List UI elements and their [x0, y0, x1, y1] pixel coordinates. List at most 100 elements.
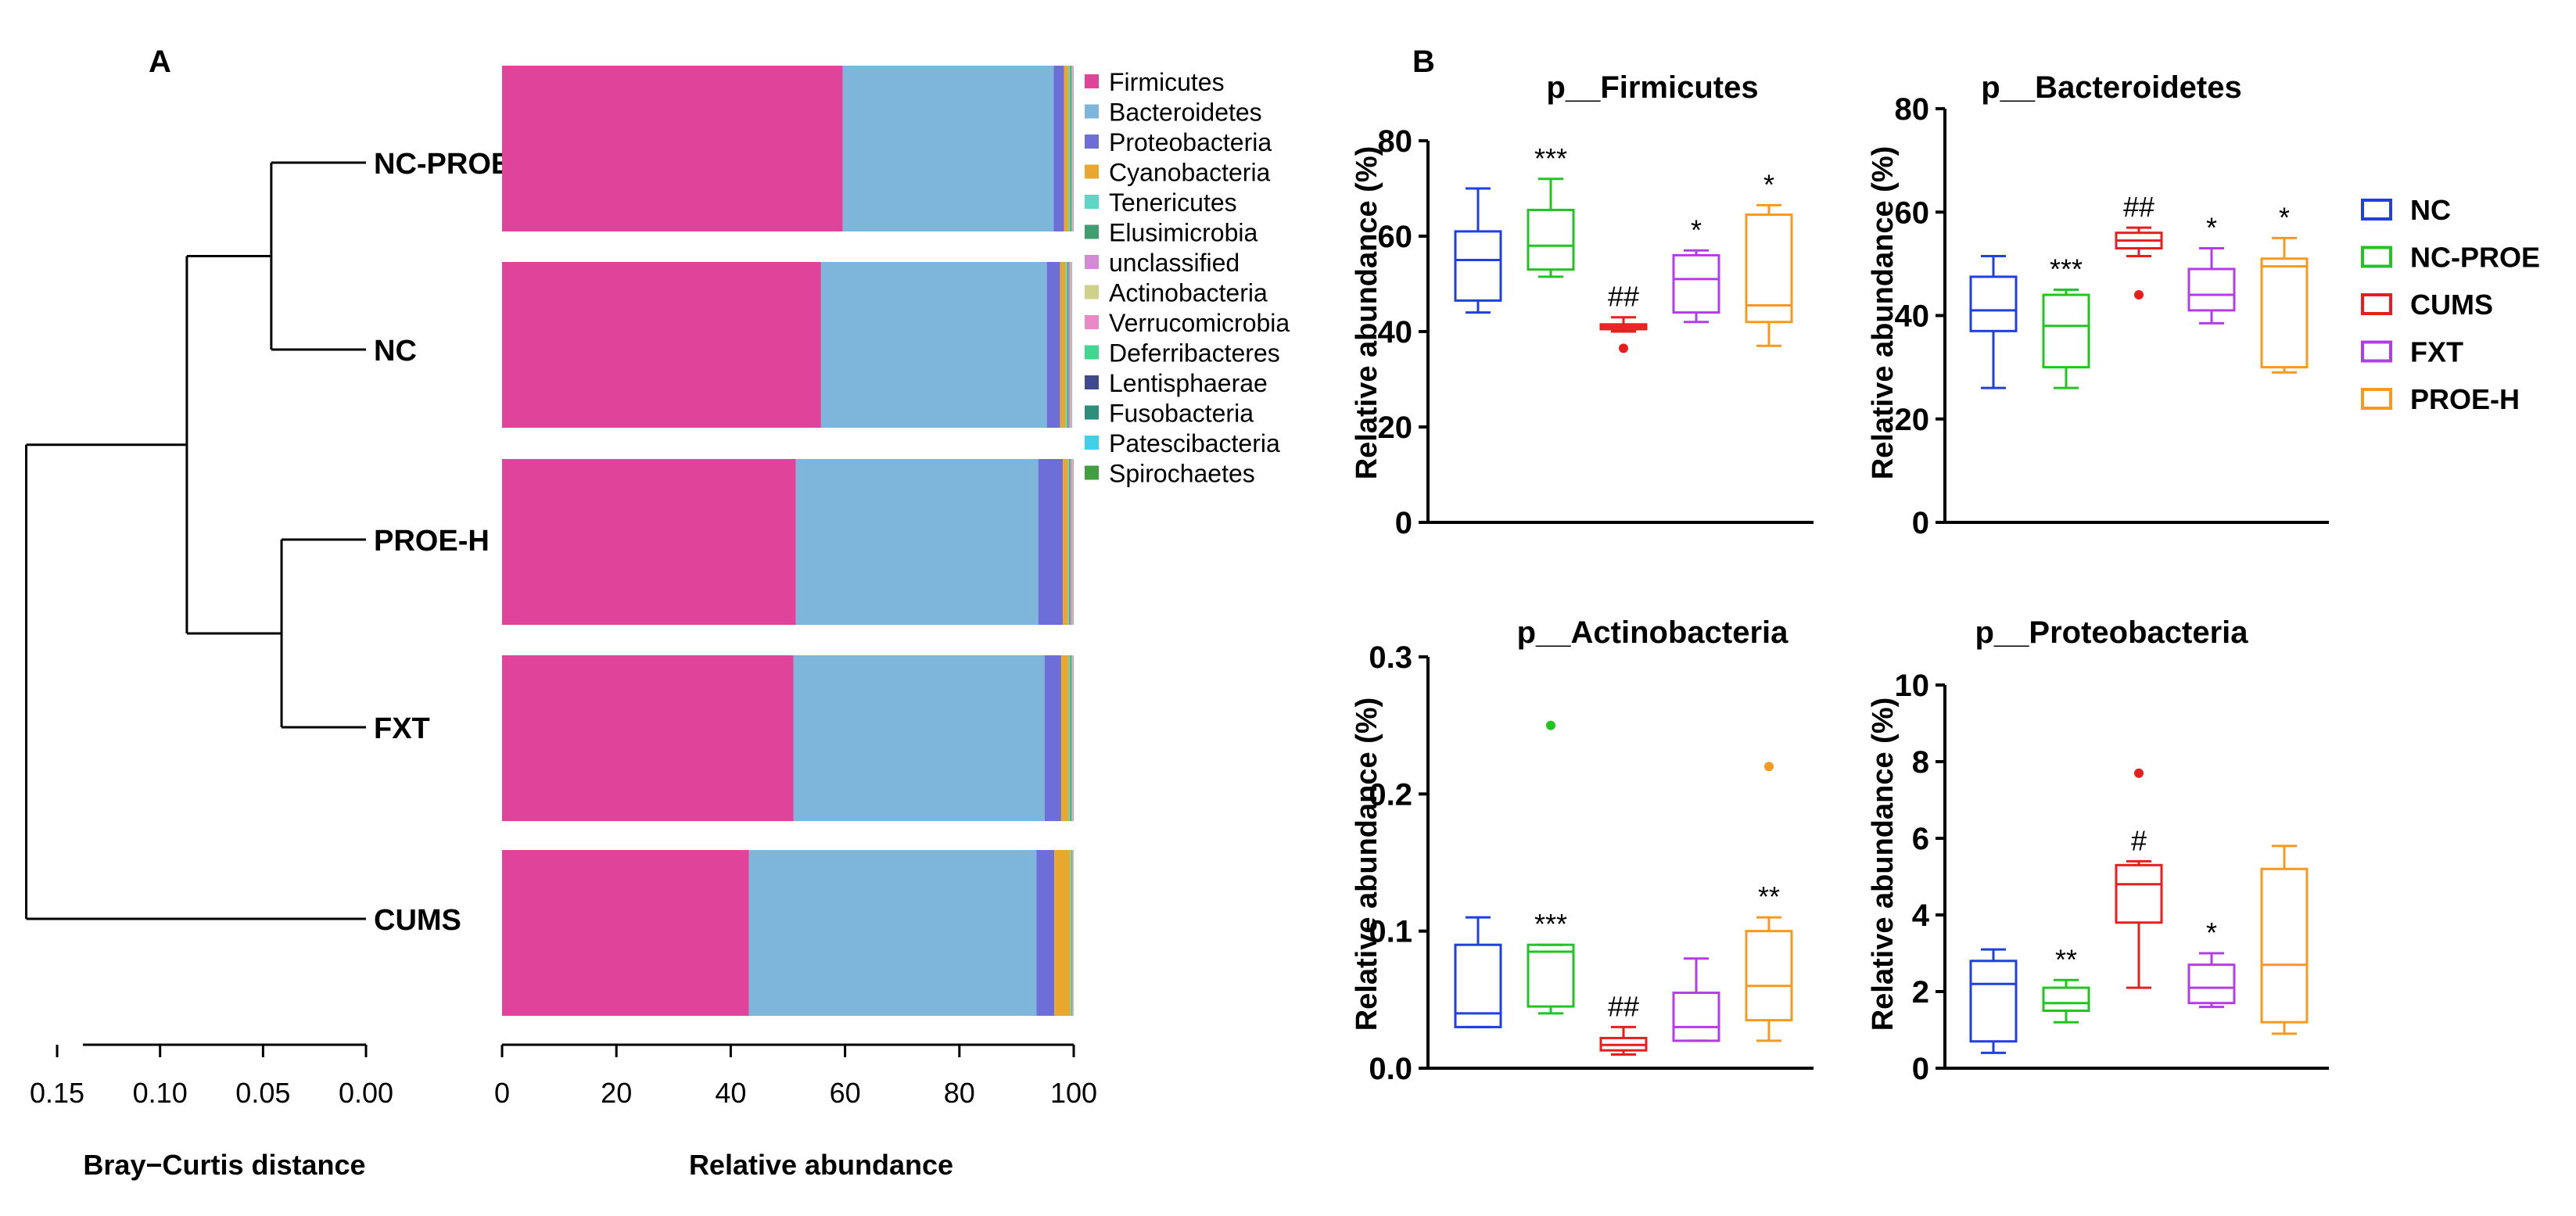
legend-label-lentisphaerae: Lentisphaerae: [1109, 369, 1268, 397]
boxplot-y-tick-label: 0.1: [1369, 915, 1412, 949]
legend-label-firmicutes: Firmicutes: [1109, 68, 1225, 96]
bar-segment-cums-unclassified: [1071, 850, 1073, 1016]
stacked-bar-chart: 0 20 40 60 80 100 Relative abundance: [494, 66, 1097, 1181]
bar-segment-nc-elusimicrobia: [1067, 262, 1069, 428]
legend-swatch-fxt: [2361, 340, 2392, 363]
box-fxt: *: [2187, 212, 2236, 325]
box-fxt: *: [1672, 213, 1720, 324]
legend-swatch-cyanobacteria: [1085, 164, 1099, 179]
legend-label-actinobacteria: Actinobacteria: [1109, 279, 1268, 307]
boxplot-y-tick-label: 60: [1378, 220, 1413, 254]
box-iqr: [1527, 208, 1575, 271]
panel-label-a: A: [149, 45, 171, 79]
bar-segment-proe-h-proteobacteria: [1038, 459, 1064, 625]
boxplot-y-axis-title: Relative abundance (%): [1867, 146, 1900, 480]
box-iqr: [1745, 930, 1793, 1022]
boxplot-y-tick-label: 10: [1895, 669, 1930, 703]
dendrogram-leaf-label: NC: [374, 335, 417, 368]
dendrogram-leaf-label: NC-PROE: [374, 148, 511, 181]
legend-label-verrucomicrobia: Verrucomicrobia: [1109, 309, 1290, 337]
legend-swatch-verrucomicrobia: [1085, 315, 1099, 329]
legend-swatch-lentisphaerae: [1085, 375, 1099, 389]
boxplot-title: p__Firmicutes: [1546, 70, 1758, 105]
box-nc: [1969, 254, 2018, 389]
bar-segment-proe-h-unclassified: [1070, 459, 1072, 625]
dendrogram-leaf-label: PROE-H: [374, 525, 490, 558]
legend-label-spirochaetes: Spirochaetes: [1109, 460, 1255, 488]
box-outlier: [1764, 762, 1774, 772]
bar-segment-nc-bacteroidetes: [820, 262, 1047, 428]
dendrogram-tick-label: 0.15: [30, 1077, 84, 1109]
legend-label-fxt: FXT: [2410, 336, 2463, 368]
bar-segment-nc-proteobacteria: [1046, 262, 1060, 428]
box-cums: ##: [2115, 191, 2163, 300]
box-cums: ##: [1599, 990, 1648, 1056]
legend-swatch-actinobacteria: [1085, 285, 1099, 300]
box-proe-h: *: [2260, 201, 2309, 374]
bar-segment-proe-h-verrucomicrobia: [1072, 459, 1074, 625]
significance-mark: ##: [1608, 281, 1639, 313]
dendrogram-tick-label: 0.00: [339, 1077, 393, 1109]
box-iqr: [2042, 293, 2090, 369]
significance-mark: #: [2131, 824, 2147, 856]
significance-mark: *: [2279, 201, 2290, 233]
dendrogram: NC-PROE NC PROE-H FXT CUMS 0.15 0.10 0.05 0.00 Br…: [25, 148, 511, 1181]
dendrogram-tick-label: 0.05: [235, 1077, 290, 1109]
legend-swatch-nc-proe: [2361, 246, 2392, 268]
bar-segment-nc-firmicutes: [502, 262, 821, 428]
bar-segment-cums-bacteroidetes: [748, 850, 1037, 1016]
bar-segment-nc-cyanobacteria: [1060, 262, 1066, 428]
boxplot-y-tick-label: 0.3: [1369, 640, 1412, 675]
panel-label-b: B: [1412, 45, 1435, 79]
boxplot-y-tick-label: 0.2: [1369, 777, 1412, 812]
bar-segment-proe-h-cyanobacteria: [1063, 459, 1068, 625]
legend-swatch-spirochaetes: [1085, 465, 1099, 480]
legend-label-nc-proe: NC-PROE: [2410, 242, 2540, 274]
box-iqr: [2187, 963, 2236, 1005]
bar-segment-fxt-firmicutes: [502, 655, 794, 821]
legend-label-proe-h: PROE-H: [2410, 383, 2520, 415]
stacked-axis-title: Relative abundance: [689, 1149, 953, 1181]
significance-mark: **: [1758, 881, 1780, 913]
legend-label-fusobacteria: Fusobacteria: [1109, 400, 1254, 428]
significance-mark: ***: [1534, 142, 1567, 174]
stacked-tick-label: 20: [601, 1077, 632, 1109]
box-nc: [1454, 916, 1502, 1028]
legend-label-nc: NC: [2410, 194, 2451, 226]
box-nc-proe: ***: [1527, 720, 1575, 1015]
significance-mark: *: [2206, 916, 2217, 949]
box-proe-h: *: [1745, 168, 1793, 347]
bar-segment-nc-unclassified: [1068, 262, 1071, 428]
bar-segment-nc-proe-verrucomicrobia: [1072, 66, 1074, 231]
box-outlier: [1619, 343, 1628, 353]
box-outlier: [2134, 768, 2144, 778]
boxplot-title: p__Proteobacteria: [1975, 615, 2248, 650]
legend-swatch-unclassified: [1085, 255, 1099, 269]
box-iqr: [1745, 213, 1793, 324]
bar-segment-fxt-tenericutes: [1068, 655, 1071, 821]
boxplot-y-tick-label: 0: [1395, 506, 1412, 540]
bar-segment-cums-actinobacteria: [1072, 850, 1074, 1016]
boxplot-y-axis-title: Relative abundance (%): [1351, 698, 1383, 1031]
boxplot-y-axis-title: Relative abundance (%): [1351, 146, 1383, 480]
boxplot-y-tick-label: 20: [1378, 411, 1413, 445]
box-iqr: [2260, 257, 2309, 369]
stacked-tick-label: 40: [715, 1077, 746, 1109]
boxplot-y-tick-label: 0: [1912, 506, 1929, 540]
box-iqr: [2115, 863, 2163, 924]
bar-segment-nc-proe-actinobacteria: [1071, 66, 1073, 231]
legend-swatch-patescibacteria: [1085, 436, 1099, 450]
box-iqr: [1527, 943, 1575, 1008]
significance-mark: *: [1763, 168, 1774, 200]
stacked-tick-label: 100: [1050, 1077, 1097, 1109]
box-proe-h: **: [1745, 762, 1793, 1042]
legend-swatch-fusobacteria: [1085, 405, 1099, 420]
boxplot-y-tick-label: 2: [1912, 975, 1929, 1010]
box-outlier: [1546, 720, 1555, 730]
stacked-tick-label: 0: [494, 1077, 510, 1109]
boxplot-y-tick-label: 60: [1895, 195, 1930, 230]
bar-segment-nc-proe-firmicutes: [502, 66, 843, 231]
boxplot-y-axis-title: Relative abundance (%): [1867, 698, 1900, 1031]
